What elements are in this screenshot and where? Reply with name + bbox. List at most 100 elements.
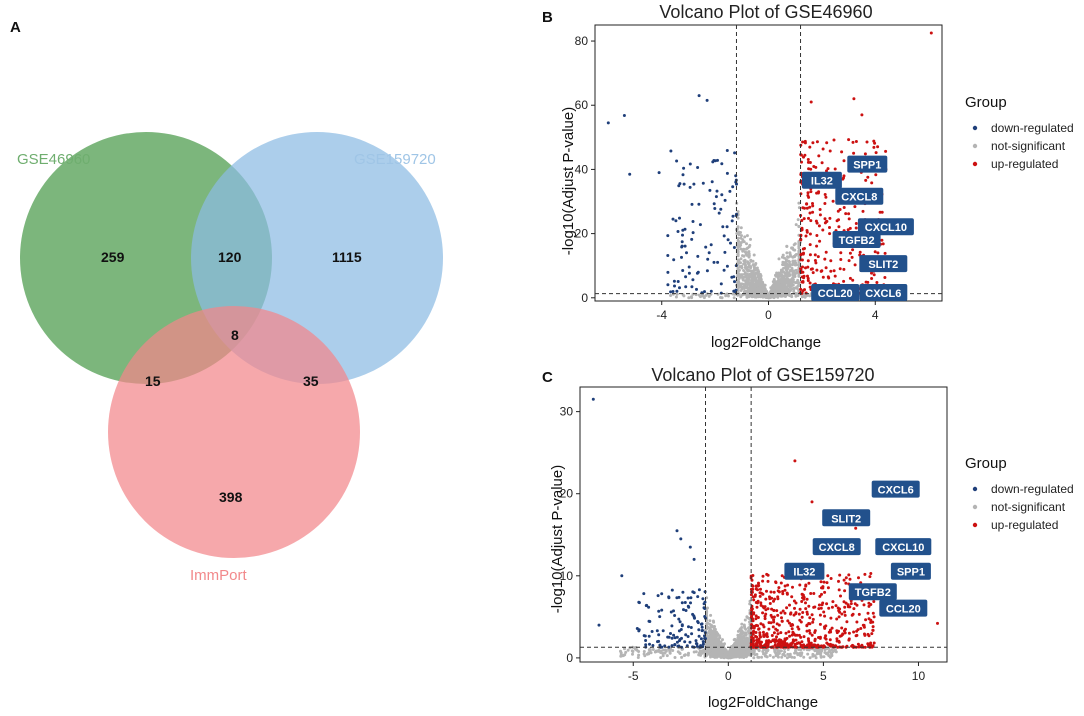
point-up-regulated	[754, 617, 758, 621]
gene-label-text: CXCL6	[878, 485, 914, 497]
point-not-significant	[790, 282, 794, 285]
venn-count-gse46960-immport: 15	[145, 373, 161, 389]
point-down-regulated	[695, 271, 699, 275]
point-up-regulated	[866, 175, 870, 179]
point-up-regulated	[823, 217, 827, 221]
point-up-regulated	[852, 630, 856, 634]
point-up-regulated	[751, 619, 755, 623]
point-down-regulated	[691, 231, 695, 235]
point-up-regulated	[817, 607, 821, 611]
point-up-regulated	[800, 615, 804, 619]
point-not-significant	[777, 293, 781, 297]
point-up-regulated	[774, 580, 778, 584]
venn-count-gse159720-immport: 35	[303, 373, 319, 389]
point-not-significant	[785, 271, 789, 275]
point-up-regulated	[758, 594, 762, 598]
point-not-significant	[736, 210, 740, 214]
point-not-significant	[763, 654, 767, 658]
point-up-regulated	[838, 634, 842, 638]
point-up-regulated	[806, 259, 810, 263]
point-up-regulated	[802, 635, 806, 639]
point-down-regulated	[673, 614, 677, 617]
point-up-regulated	[827, 276, 831, 280]
point-up-regulated	[839, 251, 843, 255]
point-up-regulated	[764, 612, 768, 616]
point-up-regulated	[801, 206, 805, 210]
point-up-regulated	[822, 610, 826, 614]
point-down-regulated	[695, 287, 698, 291]
point-not-significant	[752, 253, 756, 257]
point-not-significant	[716, 637, 719, 641]
legend-label-up-regulated: up-regulated	[991, 157, 1058, 171]
point-down-regulated	[694, 639, 698, 643]
point-down-regulated	[683, 227, 687, 231]
point-up-regulated	[783, 611, 787, 615]
point-not-significant	[648, 647, 652, 651]
point-up-regulated	[754, 587, 758, 591]
point-up-regulated	[847, 217, 851, 221]
point-up-regulated	[780, 616, 783, 620]
point-up-regulated	[807, 581, 811, 585]
point-down-regulated	[696, 254, 700, 258]
point-not-significant	[786, 277, 790, 281]
point-not-significant	[743, 266, 747, 269]
gene-label-slit2: SLIT2	[822, 509, 871, 527]
point-up-regulated	[761, 579, 765, 583]
point-not-significant	[745, 276, 749, 280]
point-up-regulated	[769, 613, 773, 617]
point-not-significant	[732, 296, 736, 300]
point-up-regulated	[862, 623, 866, 627]
point-not-significant	[745, 253, 749, 257]
point-down-regulated	[723, 250, 727, 254]
point-up-regulated	[810, 500, 814, 504]
point-not-significant	[689, 295, 693, 299]
point-not-significant	[742, 650, 746, 654]
point-up-regulated	[824, 637, 828, 641]
point-up-regulated	[833, 274, 837, 278]
point-up-regulated	[831, 199, 835, 203]
point-not-significant	[780, 294, 784, 298]
panel-letter-c: C	[542, 369, 553, 386]
gene-label-cxcl10: CXCL10	[875, 538, 932, 556]
point-down-regulated	[683, 601, 687, 604]
point-up-regulated	[759, 601, 763, 605]
point-up-regulated	[814, 645, 818, 649]
point-not-significant	[756, 290, 760, 294]
point-not-significant	[642, 650, 646, 653]
point-not-significant	[719, 296, 722, 299]
point-up-regulated	[821, 228, 825, 232]
legend-label-not-significant: not-significant	[991, 500, 1066, 514]
point-not-significant	[774, 292, 778, 296]
point-down-regulated	[692, 182, 696, 186]
point-not-significant	[788, 273, 792, 277]
point-up-regulated	[764, 597, 768, 601]
point-up-regulated	[821, 275, 825, 279]
point-not-significant	[808, 656, 812, 660]
point-up-regulated	[775, 609, 779, 613]
point-up-regulated	[852, 607, 856, 611]
point-up-regulated	[818, 239, 822, 243]
point-not-significant	[745, 279, 749, 283]
point-down-regulated	[725, 225, 729, 229]
point-down-regulated	[669, 149, 673, 153]
point-up-regulated	[807, 604, 811, 608]
point-not-significant	[771, 285, 774, 289]
point-not-significant	[736, 629, 740, 633]
gene-label-cxcl6: CXCL6	[871, 480, 920, 498]
point-down-regulated	[680, 255, 683, 259]
gene-label-tgfb2: TGFB2	[848, 583, 897, 601]
point-not-significant	[750, 271, 754, 275]
point-up-regulated	[817, 224, 821, 228]
point-up-regulated	[863, 572, 867, 576]
point-up-regulated	[854, 526, 858, 530]
point-up-regulated	[871, 611, 875, 615]
point-down-regulated	[684, 275, 688, 279]
point-up-regulated	[864, 178, 868, 182]
point-not-significant	[792, 260, 796, 264]
venn-count-gse46960-gse159720: 120	[218, 249, 242, 265]
point-down-regulated	[657, 171, 661, 175]
point-not-significant	[715, 640, 719, 643]
point-up-regulated	[808, 281, 812, 285]
point-down-regulated	[709, 243, 713, 247]
point-not-significant	[808, 294, 812, 298]
